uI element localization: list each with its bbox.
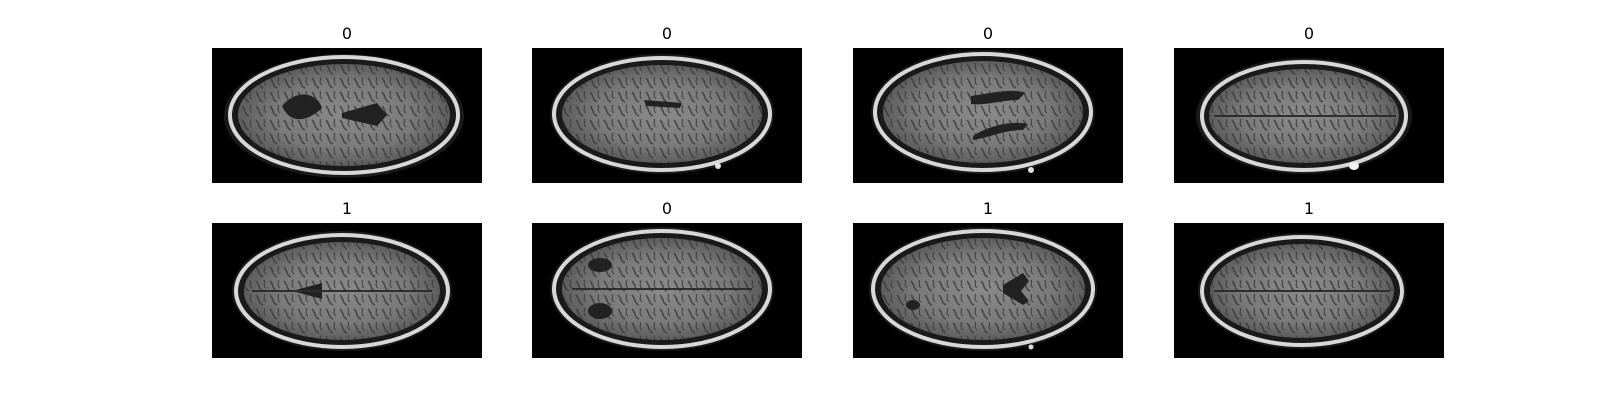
brain-mri-image [1174, 48, 1444, 183]
panel-label: 0 [661, 24, 673, 43]
panel-label: 0 [341, 24, 353, 43]
panel-1: 0 [212, 23, 482, 183]
panel-4: 0 [1174, 23, 1444, 183]
brain-mri-image [532, 48, 802, 183]
panel-label: 0 [661, 199, 673, 218]
panel-6: 0 [532, 198, 802, 358]
brain-mri-image [1174, 223, 1444, 358]
panel-label: 1 [341, 199, 353, 218]
panel-3: 0 [853, 23, 1123, 183]
panel-2: 0 [532, 23, 802, 183]
brain-mri-image [532, 223, 802, 358]
panel-label: 0 [1303, 24, 1315, 43]
brain-mri-image [853, 223, 1123, 358]
brain-mri-image [212, 223, 482, 358]
brain-mri-image [853, 48, 1123, 183]
panel-5: 1 [212, 198, 482, 358]
panel-8: 1 [1174, 198, 1444, 358]
panel-label: 0 [982, 24, 994, 43]
brain-mri-image [212, 48, 482, 183]
panel-7: 1 [853, 198, 1123, 358]
panel-label: 1 [982, 199, 994, 218]
panel-label: 1 [1303, 199, 1315, 218]
